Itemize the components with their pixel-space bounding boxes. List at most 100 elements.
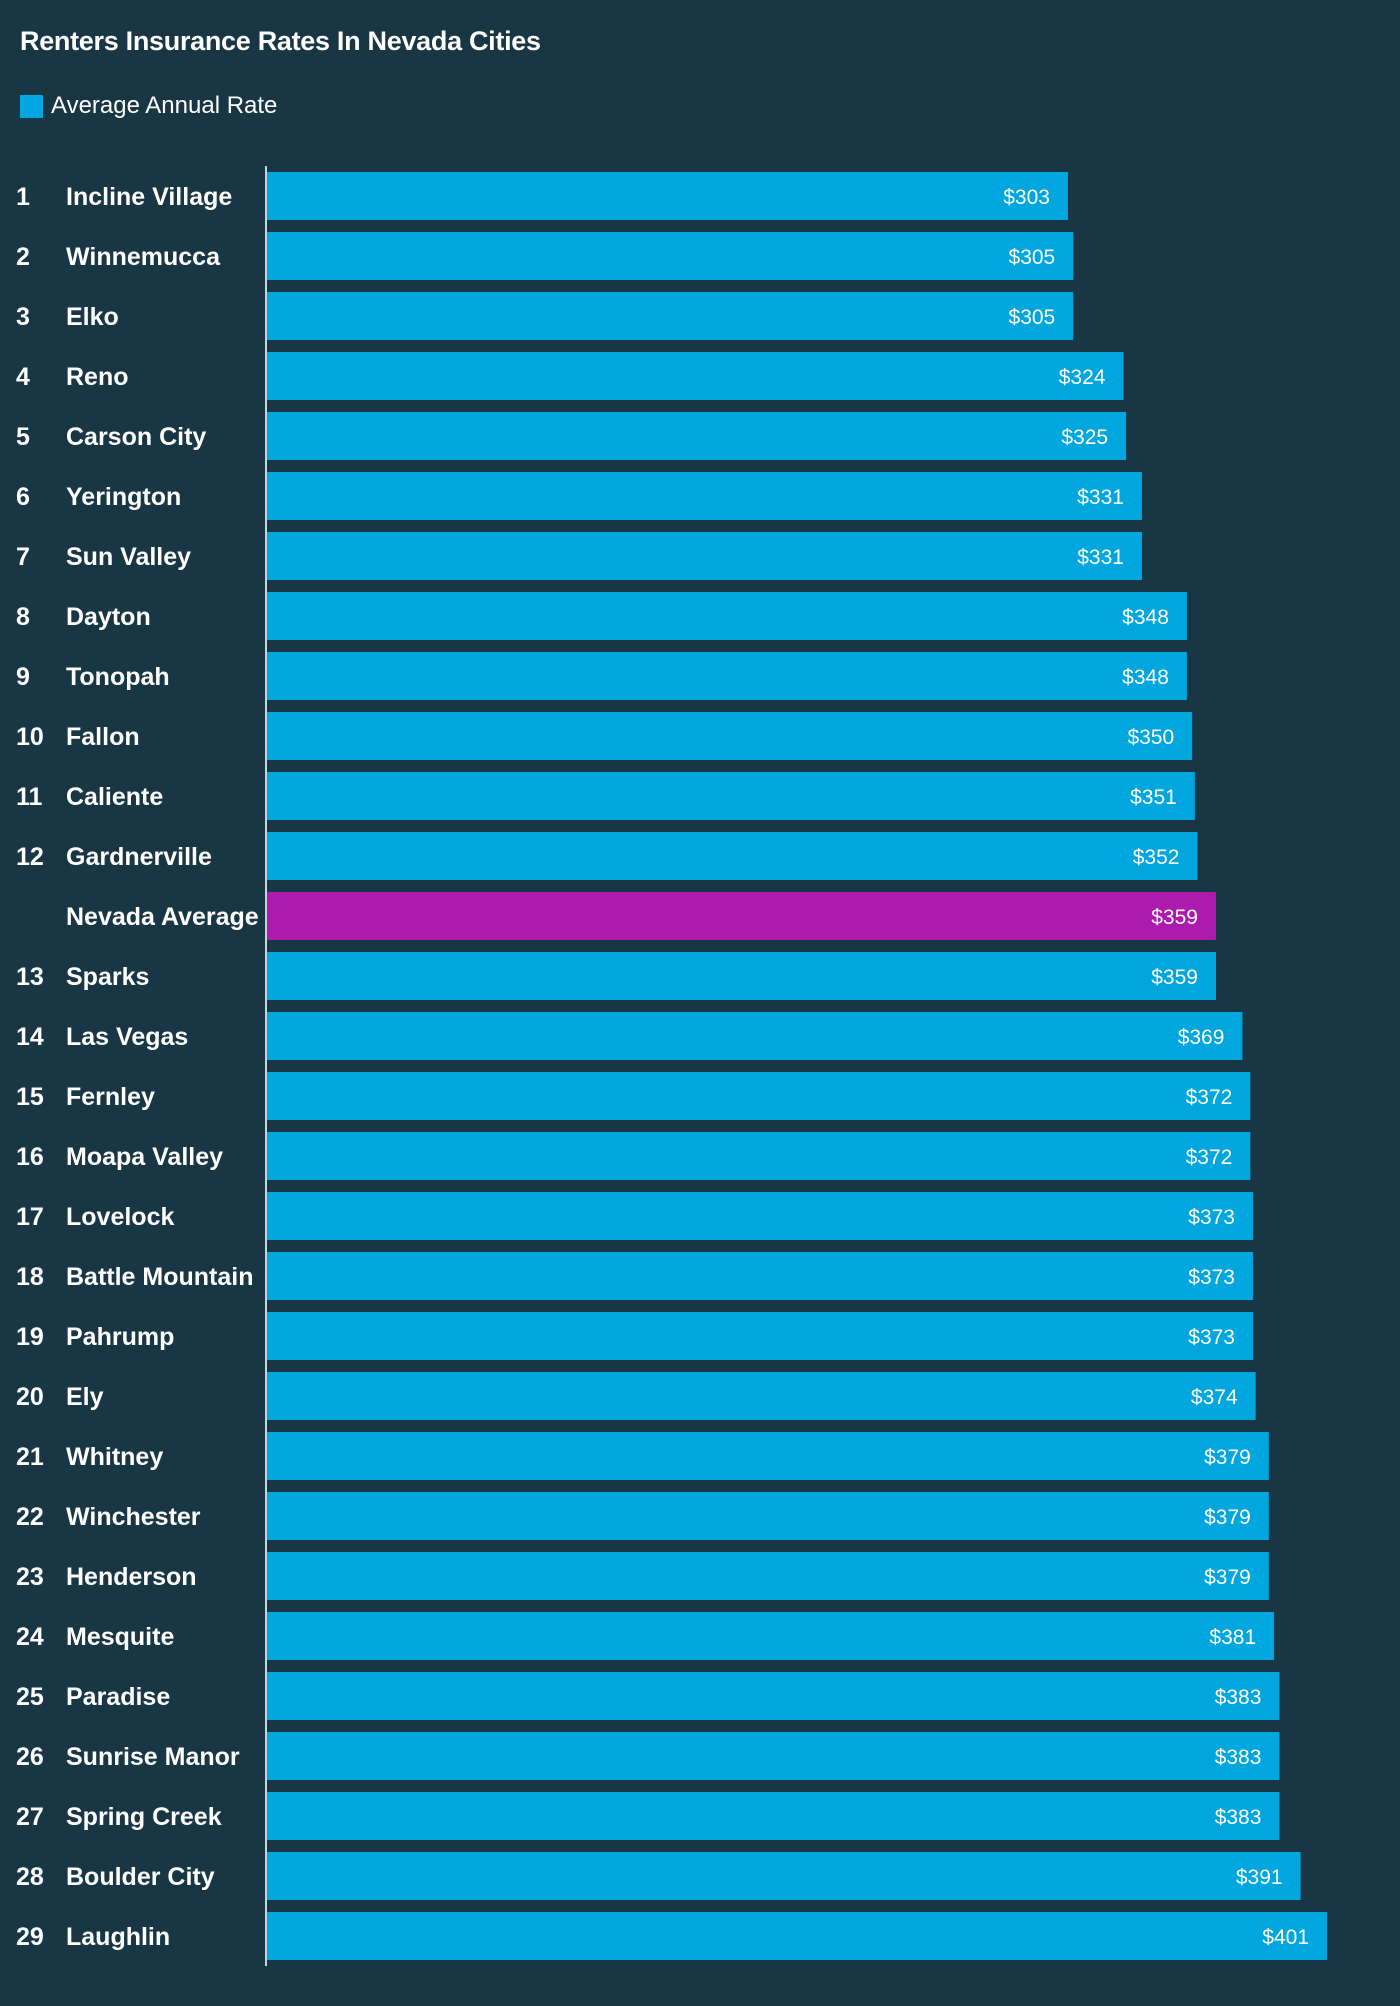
- bar-row: 25 Paradise $383: [16, 1672, 1280, 1720]
- data-label: $348: [1122, 666, 1169, 689]
- bar: [267, 1912, 1327, 1960]
- category-label: Fallon: [66, 723, 140, 751]
- rank-label: 18: [16, 1263, 44, 1291]
- bar: [267, 412, 1127, 460]
- data-label: $350: [1127, 726, 1174, 749]
- bar: [267, 532, 1142, 580]
- bar-row: 27 Spring Creek $383: [16, 1792, 1280, 1840]
- data-label: $331: [1077, 546, 1124, 569]
- bar-row: 7 Sun Valley $331: [16, 532, 1142, 580]
- rank-label: 24: [16, 1623, 44, 1651]
- bar: [267, 952, 1216, 1000]
- bar: [267, 1252, 1253, 1300]
- chart-title: Renters Insurance Rates In Nevada Cities: [20, 26, 541, 56]
- data-label: $373: [1188, 1266, 1235, 1289]
- data-label: $373: [1188, 1206, 1235, 1229]
- bar-row: 1 Incline Village $303: [16, 172, 1068, 220]
- rank-label: 2: [16, 243, 30, 271]
- rank-label: 29: [16, 1923, 44, 1951]
- category-label: Mesquite: [66, 1623, 174, 1651]
- rank-label: 25: [16, 1683, 44, 1711]
- category-label: Gardnerville: [66, 843, 212, 871]
- data-label: $383: [1215, 1806, 1262, 1829]
- data-label: $324: [1059, 366, 1106, 389]
- rank-label: 4: [16, 363, 30, 391]
- data-label: $348: [1122, 606, 1169, 629]
- data-label: $369: [1178, 1026, 1225, 1049]
- bar: [267, 1312, 1253, 1360]
- rank-label: 15: [16, 1083, 44, 1111]
- data-label: $401: [1262, 1926, 1309, 1949]
- category-label: Ely: [66, 1383, 104, 1411]
- bar: [267, 1852, 1301, 1900]
- bar: [267, 1792, 1280, 1840]
- data-label: $325: [1061, 426, 1108, 449]
- data-label: $303: [1003, 186, 1050, 209]
- rank-label: 8: [16, 603, 30, 631]
- rank-label: 12: [16, 843, 44, 871]
- rank-label: 3: [16, 303, 30, 331]
- bar: [267, 1192, 1253, 1240]
- bar-row: 22 Winchester $379: [16, 1492, 1269, 1540]
- category-label: Yerington: [66, 483, 181, 511]
- average-bar: [267, 892, 1216, 940]
- category-label: Sunrise Manor: [66, 1743, 240, 1771]
- category-label: Las Vegas: [66, 1023, 188, 1051]
- bar-row: 24 Mesquite $381: [16, 1612, 1275, 1660]
- category-label: Paradise: [66, 1683, 170, 1711]
- data-label: $372: [1186, 1086, 1233, 1109]
- category-label: Carson City: [66, 423, 206, 451]
- category-label: Fernley: [66, 1083, 155, 1111]
- bar: [267, 1072, 1251, 1120]
- rank-label: 23: [16, 1563, 44, 1591]
- bar: [267, 592, 1187, 640]
- category-label: Nevada Average: [66, 903, 259, 931]
- rank-label: 7: [16, 543, 30, 571]
- data-label: $374: [1191, 1386, 1238, 1409]
- rank-label: 16: [16, 1143, 44, 1171]
- category-label: Laughlin: [66, 1923, 170, 1951]
- rank-label: 14: [16, 1023, 44, 1051]
- category-label: Whitney: [66, 1443, 163, 1471]
- bar-row: 26 Sunrise Manor $383: [16, 1732, 1280, 1780]
- category-label: Caliente: [66, 783, 163, 811]
- bar: [267, 772, 1195, 820]
- bars-layer: 1 Incline Village $303 2 Winnemucca $305 3 Elko…: [16, 172, 1327, 1960]
- data-label: $381: [1209, 1626, 1256, 1649]
- data-label: $383: [1215, 1686, 1262, 1709]
- bar: [267, 352, 1124, 400]
- category-label: Lovelock: [66, 1203, 174, 1231]
- category-label: Sparks: [66, 963, 149, 991]
- rank-label: 21: [16, 1443, 44, 1471]
- bar-row: 19 Pahrump $373: [16, 1312, 1253, 1360]
- data-label: $379: [1204, 1446, 1251, 1469]
- bar: [267, 1552, 1269, 1600]
- category-label: Tonopah: [66, 663, 170, 691]
- bar-row: 17 Lovelock $373: [16, 1192, 1253, 1240]
- rank-label: 10: [16, 723, 44, 751]
- bar-row: 12 Gardnerville $352: [16, 832, 1198, 880]
- bar: [267, 292, 1074, 340]
- bar: [267, 1012, 1243, 1060]
- bar-row: 9 Tonopah $348: [16, 652, 1187, 700]
- data-label: $331: [1077, 486, 1124, 509]
- category-label: Elko: [66, 303, 119, 331]
- category-label: Winnemucca: [66, 243, 221, 271]
- bar-row: 13 Sparks $359: [16, 952, 1216, 1000]
- rank-label: 11: [16, 783, 43, 811]
- bar-row: 14 Las Vegas $369: [16, 1012, 1243, 1060]
- data-label: $373: [1188, 1326, 1235, 1349]
- bar-row: 6 Yerington $331: [16, 472, 1142, 520]
- category-label: Boulder City: [66, 1863, 215, 1891]
- bar: [267, 1732, 1280, 1780]
- rank-label: 1: [16, 183, 30, 211]
- bar: [267, 1132, 1251, 1180]
- legend: Average Annual Rate: [20, 92, 277, 120]
- bar-row: 20 Ely $374: [16, 1372, 1256, 1420]
- category-label: Spring Creek: [66, 1803, 222, 1831]
- bar-row: 28 Boulder City $391: [16, 1852, 1301, 1900]
- bar: [267, 1432, 1269, 1480]
- bar: [267, 172, 1068, 220]
- category-label: Reno: [66, 363, 129, 391]
- rank-label: 27: [16, 1803, 44, 1831]
